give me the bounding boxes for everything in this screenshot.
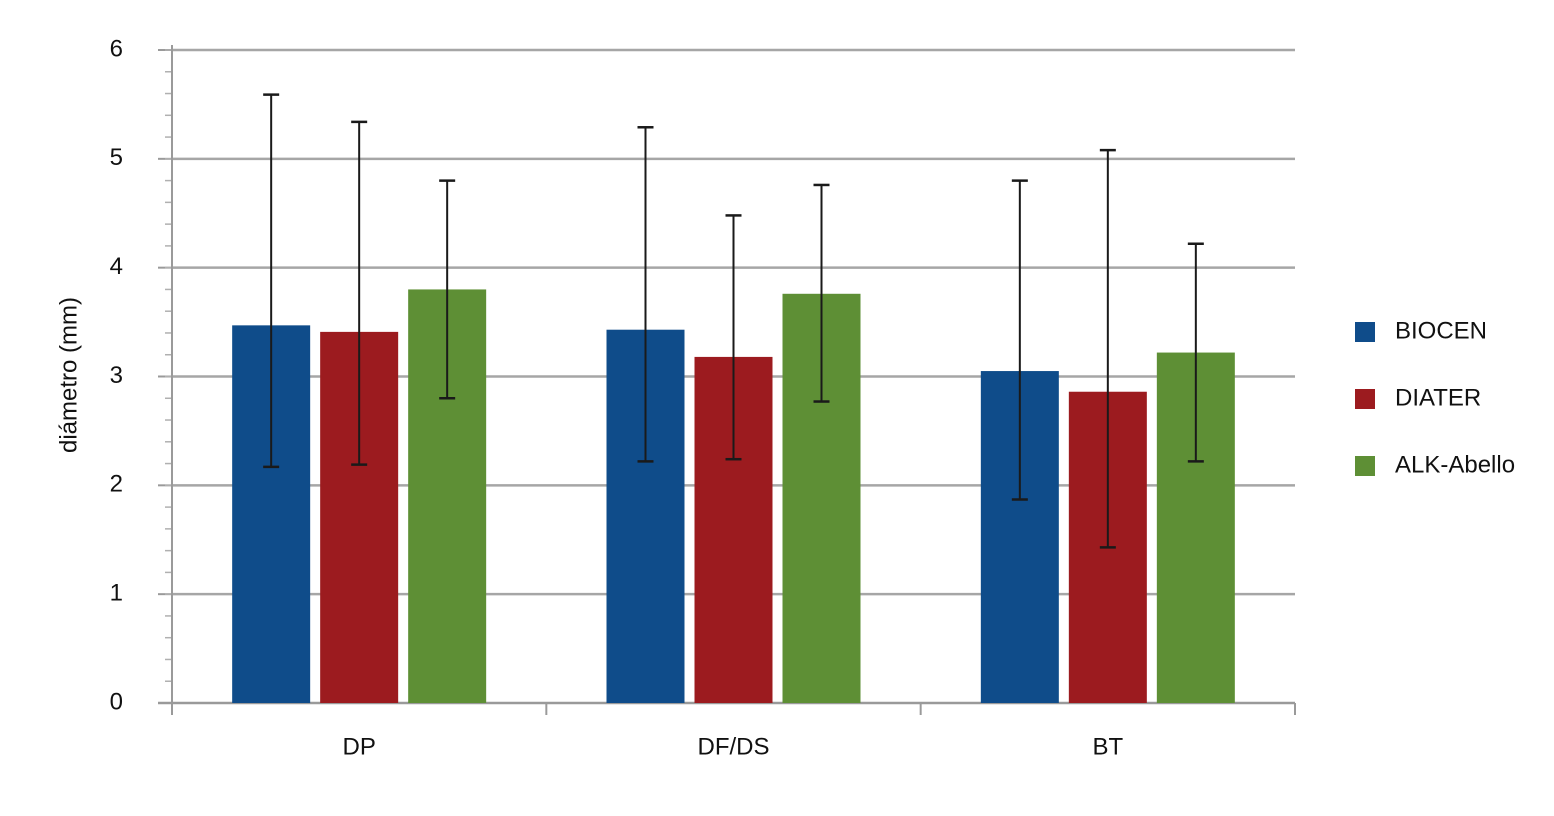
legend-label: DIATER	[1395, 384, 1481, 411]
y-tick-label: 1	[110, 580, 123, 607]
y-tick-label: 2	[110, 471, 123, 498]
legend: BIOCEN DIATER ALK-Abello	[1355, 317, 1515, 478]
x-tick-label: DP	[342, 733, 375, 760]
y-tick-label: 3	[110, 362, 123, 389]
x-tick-label: DF/DS	[698, 733, 770, 760]
x-tick-labels: DP DF/DS BT	[342, 733, 1123, 760]
legend-swatch	[1355, 322, 1375, 342]
legend-label: ALK-Abello	[1395, 451, 1515, 478]
y-tick-labels: 0 1 2 3 4 5 6	[110, 35, 123, 715]
y-axis-title: diámetro (mm)	[55, 297, 82, 453]
y-tick-label: 5	[110, 144, 123, 171]
y-tick-label: 4	[110, 253, 123, 280]
legend-swatch	[1355, 389, 1375, 409]
legend-swatch	[1355, 456, 1375, 476]
legend-label: BIOCEN	[1395, 317, 1487, 344]
y-tick-label: 6	[110, 35, 123, 62]
y-tick-label: 0	[110, 688, 123, 715]
x-tick-label: BT	[1092, 733, 1123, 760]
error-bars	[263, 93, 1204, 549]
